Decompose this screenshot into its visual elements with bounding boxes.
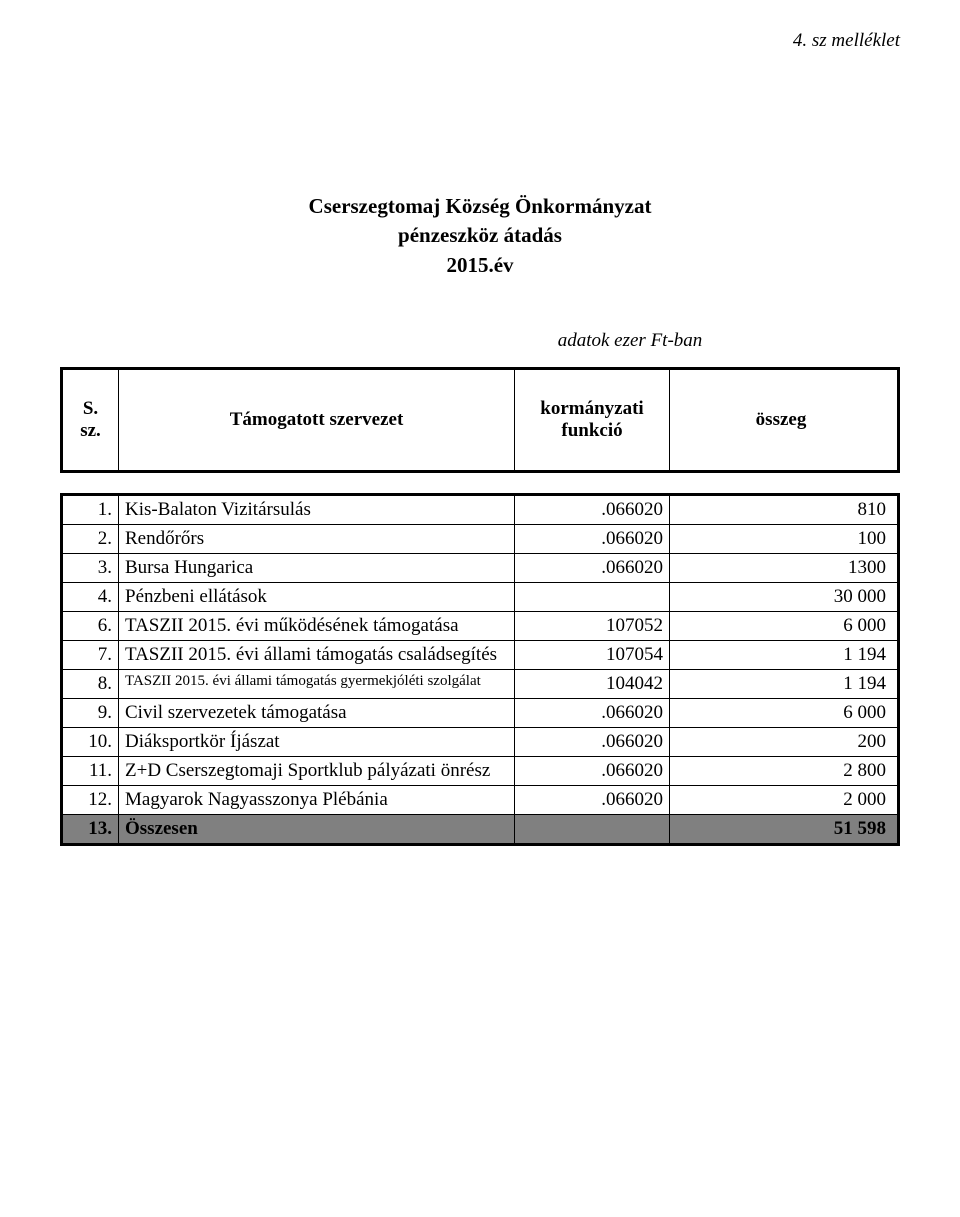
row-number: 1.: [63, 496, 119, 524]
title-block: Cserszegtomaj Község Önkormányzat pénzes…: [60, 192, 900, 280]
header-function: kormányzati funkció: [515, 370, 670, 470]
table-row: 2.Rendőrőrs.066020100: [63, 524, 897, 553]
table-header: S. sz. Támogatott szervezet kormányzati …: [60, 367, 900, 473]
data-unit-note: adatok ezer Ft-ban: [60, 330, 900, 352]
data-table: 1.Kis-Balaton Vizitársulás.0660208102.Re…: [60, 493, 900, 846]
title-line-2: pénzeszköz átadás: [60, 221, 900, 250]
row-amount: 810: [670, 496, 892, 524]
total-function: [515, 815, 670, 843]
row-name: Pénzbeni ellátások: [119, 583, 515, 611]
attachment-label: 4. sz melléklet: [60, 30, 900, 52]
table-row: 7.TASZII 2015. évi állami támogatás csal…: [63, 640, 897, 669]
table-row: 10.Diáksportkör Íjászat.066020200: [63, 727, 897, 756]
table-row: 4.Pénzbeni ellátások 30 000: [63, 582, 897, 611]
row-number: 8.: [63, 670, 119, 698]
row-function: .066020: [515, 554, 670, 582]
header-name: Támogatott szervezet: [119, 370, 515, 470]
row-function: .066020: [515, 757, 670, 785]
row-function: .066020: [515, 728, 670, 756]
row-function: 107052: [515, 612, 670, 640]
row-function: 104042: [515, 670, 670, 698]
row-name: Civil szervezetek támogatása: [119, 699, 515, 727]
row-amount: 1 194: [670, 670, 892, 698]
row-number: 11.: [63, 757, 119, 785]
row-number: 10.: [63, 728, 119, 756]
table-row: 12.Magyarok Nagyasszonya Plébánia.066020…: [63, 785, 897, 814]
row-amount: 6 000: [670, 699, 892, 727]
row-number: 12.: [63, 786, 119, 814]
total-label: Összesen: [119, 815, 515, 843]
row-name: Z+D Cserszegtomaji Sportklub pályázati ö…: [119, 757, 515, 785]
title-line-3: 2015.év: [60, 251, 900, 280]
row-name: TASZII 2015. évi állami támogatás gyerme…: [119, 670, 515, 698]
table-row: 6.TASZII 2015. évi működésének támogatás…: [63, 611, 897, 640]
table-row: 1.Kis-Balaton Vizitársulás.066020810: [63, 496, 897, 524]
row-number: 3.: [63, 554, 119, 582]
row-function: .066020: [515, 496, 670, 524]
table-row: 9.Civil szervezetek támogatása.0660206 0…: [63, 698, 897, 727]
row-function: .066020: [515, 699, 670, 727]
table-row: 11.Z+D Cserszegtomaji Sportklub pályázat…: [63, 756, 897, 785]
row-name: TASZII 2015. évi működésének támogatása: [119, 612, 515, 640]
table-row: 3.Bursa Hungarica.0660201300: [63, 553, 897, 582]
row-amount: 1 194: [670, 641, 892, 669]
row-function: .066020: [515, 786, 670, 814]
row-amount: 200: [670, 728, 892, 756]
row-amount: 1300: [670, 554, 892, 582]
row-amount: 30 000: [670, 583, 892, 611]
row-number: 2.: [63, 525, 119, 553]
row-function: [515, 583, 670, 611]
row-number: 7.: [63, 641, 119, 669]
row-name: Kis-Balaton Vizitársulás: [119, 496, 515, 524]
row-name: Bursa Hungarica: [119, 554, 515, 582]
title-line-1: Cserszegtomaj Község Önkormányzat: [60, 192, 900, 221]
total-number: 13.: [63, 815, 119, 843]
total-amount: 51 598: [670, 815, 892, 843]
row-name: Diáksportkör Íjászat: [119, 728, 515, 756]
row-name: Rendőrőrs: [119, 525, 515, 553]
row-function: 107054: [515, 641, 670, 669]
row-name: TASZII 2015. évi állami támogatás család…: [119, 641, 515, 669]
row-amount: 100: [670, 525, 892, 553]
row-amount: 6 000: [670, 612, 892, 640]
row-amount: 2 800: [670, 757, 892, 785]
row-number: 9.: [63, 699, 119, 727]
row-number: 6.: [63, 612, 119, 640]
row-number: 4.: [63, 583, 119, 611]
row-amount: 2 000: [670, 786, 892, 814]
table-total-row: 13.Összesen 51 598: [63, 814, 897, 843]
table-row: 8.TASZII 2015. évi állami támogatás gyer…: [63, 669, 897, 698]
row-function: .066020: [515, 525, 670, 553]
header-amount: összeg: [670, 370, 892, 470]
row-name: Magyarok Nagyasszonya Plébánia: [119, 786, 515, 814]
header-number: S. sz.: [63, 370, 119, 470]
